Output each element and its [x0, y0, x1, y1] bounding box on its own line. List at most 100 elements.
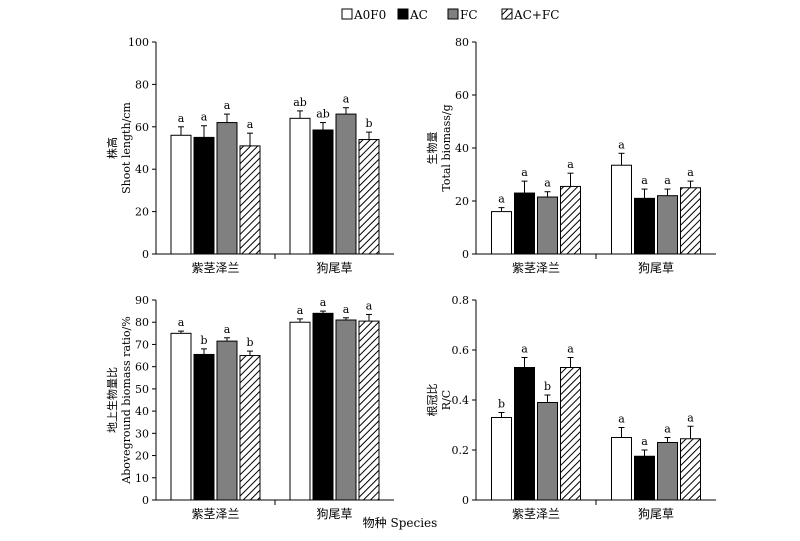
bar [491, 417, 512, 501]
significance-letter: ab [316, 108, 330, 121]
y-tick-label: 60 [455, 89, 469, 102]
bar [170, 332, 192, 501]
bar [491, 211, 512, 255]
bar [216, 122, 238, 255]
bar [537, 402, 558, 501]
bar [680, 187, 701, 255]
bar [193, 353, 215, 501]
y-tick-label: 20 [455, 195, 469, 208]
y-tick-label: 80 [455, 36, 469, 49]
bar [514, 192, 535, 255]
chart-panel: 0 20 40 60 80 100 株高Shoot length/cm 紫茎泽兰 a a a a 狗尾草… [105, 36, 394, 275]
significance-letter: a [247, 118, 254, 131]
bar [312, 312, 334, 501]
y-tick-label: 90 [135, 294, 149, 307]
x-tick-label: 狗尾草 [638, 261, 674, 275]
legend-label: FC [460, 8, 478, 22]
significance-letter: a [343, 303, 350, 316]
legend-item: AC+FC [501, 8, 559, 22]
significance-letter: a [641, 435, 648, 448]
y-tick-label: 40 [455, 142, 469, 155]
bar [312, 129, 334, 255]
legend-swatch [397, 8, 409, 20]
bar [634, 455, 655, 501]
bar [239, 145, 261, 255]
y-axis-label-en: R/C [440, 390, 453, 410]
y-tick-label: 60 [135, 361, 149, 374]
significance-letter: a [366, 299, 373, 312]
y-axis-label-cn: 根冠比 [425, 384, 439, 417]
x-tick-label: 狗尾草 [316, 507, 352, 521]
legend-label: AC+FC [513, 8, 559, 22]
legend-swatch [447, 8, 459, 20]
y-tick-label: 40 [135, 163, 149, 176]
significance-letter: a [618, 413, 625, 426]
y-tick-label: 100 [128, 36, 149, 49]
x-tick-label: 紫茎泽兰 [191, 261, 239, 275]
y-axis-label-en: Shoot length/cm [120, 102, 133, 194]
bar [657, 195, 678, 255]
significance-letter: a [521, 343, 528, 356]
bar [514, 367, 535, 501]
significance-letter: a [687, 411, 694, 424]
y-tick-label: 30 [135, 427, 149, 440]
y-tick-label: 40 [135, 405, 149, 418]
y-axis-label-cn: 生物量 [425, 132, 439, 165]
x-axis-label: 物种 Species [363, 516, 438, 530]
x-tick-label: 狗尾草 [638, 507, 674, 521]
legend-label: A0F0 [353, 8, 386, 22]
bar [289, 321, 311, 501]
legend-label: AC [409, 8, 428, 22]
chart-panels: 0 20 40 60 80 100 株高Shoot length/cm 紫茎泽兰 a a a a 狗尾草… [105, 36, 716, 521]
significance-letter: a [544, 177, 551, 190]
significance-letter: b [498, 398, 505, 411]
significance-letter: a [224, 99, 231, 112]
significance-letter: a [664, 423, 671, 436]
significance-letter: a [343, 93, 350, 106]
x-tick-label: 狗尾草 [316, 261, 352, 275]
significance-letter: a [618, 138, 625, 151]
significance-letter: a [178, 112, 185, 125]
y-tick-label: 0 [462, 248, 469, 261]
y-axis-label: 地上生物量比Aboveground biomass ratio/% [105, 316, 133, 484]
significance-letter: a [521, 166, 528, 179]
y-axis-label-en: Aboveground biomass ratio/% [120, 316, 133, 484]
significance-letter: a [664, 174, 671, 187]
y-tick-label: 0 [142, 494, 149, 507]
y-tick-label: 0.6 [452, 344, 470, 357]
bar [170, 134, 192, 255]
significance-letter: a [687, 166, 694, 179]
legend-swatch [341, 8, 353, 20]
chart-panel: 0 20 40 60 80 生物量Total biomass/g 紫茎泽兰 a a a a 狗尾草 a a… [425, 36, 716, 275]
y-axis-label-cn: 株高 [105, 137, 119, 159]
x-tick-label: 紫茎泽兰 [512, 507, 560, 521]
legend: A0F0 AC FC AC+FC [341, 8, 559, 22]
y-tick-label: 0.4 [452, 394, 470, 407]
legend-item: A0F0 [341, 8, 386, 22]
significance-letter: a [320, 296, 327, 309]
bar [239, 355, 261, 501]
bar [680, 438, 701, 501]
y-axis-label: 根冠比R/C [425, 384, 453, 417]
bar [358, 320, 380, 501]
y-axis-label: 生物量Total biomass/g [425, 104, 453, 191]
y-tick-label: 20 [135, 450, 149, 463]
bar [335, 319, 357, 501]
significance-letter: a [297, 304, 304, 317]
significance-letter: a [224, 323, 231, 336]
significance-letter: ab [293, 96, 307, 109]
legend-item: AC [397, 8, 428, 22]
bar [657, 442, 678, 501]
legend-swatch [501, 8, 513, 20]
y-tick-label: 80 [135, 78, 149, 91]
significance-letter: a [567, 343, 574, 356]
bar [216, 340, 238, 501]
significance-letter: a [567, 158, 574, 171]
significance-letter: a [641, 174, 648, 187]
legend-item: FC [447, 8, 478, 22]
y-tick-label: 20 [135, 206, 149, 219]
significance-letter: b [365, 117, 372, 130]
y-axis-label: 株高Shoot length/cm [105, 102, 133, 194]
y-tick-label: 0.2 [452, 444, 470, 457]
